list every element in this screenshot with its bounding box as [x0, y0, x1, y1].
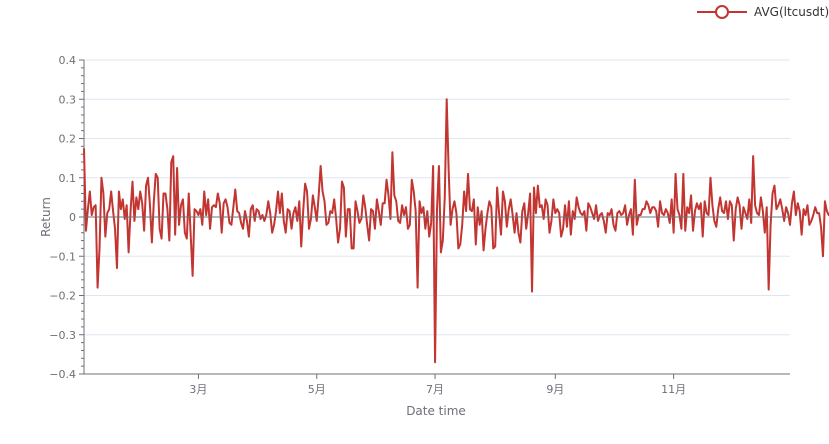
- legend-circle-icon: [715, 5, 729, 19]
- grid-lines: [84, 59, 790, 375]
- y-tick-label: −0.3: [49, 329, 76, 342]
- y-tick-label: 0: [69, 211, 76, 224]
- legend-label: AVG(ltcusdt): [754, 5, 829, 19]
- y-axis: −0.4 −0.3 −0.2 −0.1 0 0.1 0.2 0.3 0.4: [49, 54, 85, 381]
- x-axis-title: Date time: [406, 404, 466, 418]
- x-tick-label: 5月: [308, 383, 326, 396]
- x-axis: 3月 5月 7月 9月 11月: [84, 373, 790, 396]
- y-tick-label: −0.4: [49, 368, 76, 381]
- y-tick-label: −0.1: [49, 250, 76, 263]
- y-tick-label: 0.3: [59, 93, 77, 106]
- x-tick-label: 7月: [426, 383, 444, 396]
- legend[interactable]: AVG(ltcusdt): [697, 5, 829, 19]
- y-axis-title: Return: [39, 197, 53, 237]
- series-line-avg-ltcusdt: [83, 98, 829, 364]
- x-tick-label: 9月: [546, 383, 564, 396]
- y-tick-label: −0.2: [49, 290, 76, 303]
- x-tick-label: 3月: [189, 383, 207, 396]
- x-tick-label: 11月: [661, 383, 686, 396]
- y-tick-label: 0.2: [59, 133, 77, 146]
- y-tick-label: 0.1: [59, 172, 77, 185]
- y-tick-label: 0.4: [59, 54, 77, 67]
